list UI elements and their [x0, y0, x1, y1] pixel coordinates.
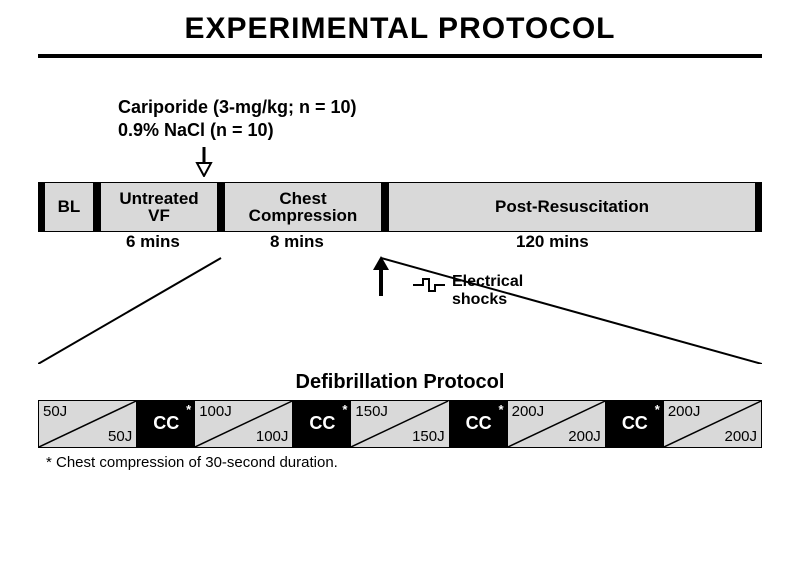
cc-cell: CC *	[293, 401, 351, 447]
shock-bot: 50J	[108, 428, 132, 445]
drug-line-2: 0.9% NaCl (n = 10)	[118, 119, 762, 142]
shock-cell: 150J 150J	[351, 401, 449, 447]
cc-label: CC	[466, 413, 492, 434]
svg-text:shocks: shocks	[452, 291, 507, 308]
cc-label: CC	[309, 413, 335, 434]
drug-arrow	[38, 147, 762, 177]
phase-label: Post-Resuscitation	[495, 198, 649, 215]
phase-label: Compression	[249, 207, 358, 224]
defib-title: Defibrillation Protocol	[38, 371, 762, 394]
duration-vf: 6 mins	[126, 232, 180, 252]
cc-star: *	[186, 402, 191, 417]
duration-cc: 8 mins	[270, 232, 324, 252]
phase-label: VF	[148, 207, 170, 224]
timeline-separator	[756, 182, 762, 232]
shock-top: 100J	[199, 403, 232, 420]
footnote: * Chest compression of 30-second duratio…	[46, 454, 762, 471]
shock-top: 200J	[512, 403, 545, 420]
phase-post-resuscitation: Post-Resuscitation	[388, 182, 756, 232]
cc-label: CC	[622, 413, 648, 434]
phase-bl-label: BL	[58, 198, 81, 215]
cc-label: CC	[153, 413, 179, 434]
cc-star: *	[342, 402, 347, 417]
phase-label: Chest	[279, 190, 326, 207]
shock-cell: 50J 50J	[39, 401, 137, 447]
phase-untreated-vf: Untreated VF	[100, 182, 218, 232]
defib-row: 50J 50J CC * 100J 100J CC * 150J 150J CC…	[38, 400, 762, 448]
drug-line-1: Cariporide (3-mg/kg; n = 10)	[118, 96, 762, 119]
phase-chest-compression: Chest Compression	[224, 182, 382, 232]
zoom-connector: Electrical shocks	[38, 256, 762, 364]
phase-label: Untreated	[119, 190, 198, 207]
title-rule	[38, 54, 762, 58]
shock-bot: 150J	[412, 428, 445, 445]
cc-cell: CC *	[450, 401, 508, 447]
cc-star: *	[499, 402, 504, 417]
cc-cell: CC *	[606, 401, 664, 447]
phase-bl: BL	[44, 182, 94, 232]
page-title: EXPERIMENTAL PROTOCOL	[38, 12, 762, 46]
drug-annotation: Cariporide (3-mg/kg; n = 10) 0.9% NaCl (…	[118, 96, 762, 143]
shock-cell: 200J 200J	[508, 401, 606, 447]
timeline: BL Untreated VF Chest Compression Post-R…	[38, 182, 762, 232]
shock-cell: 200J 200J	[664, 401, 761, 447]
duration-row: 6 mins 8 mins 120 mins	[38, 232, 762, 256]
cc-cell: CC *	[137, 401, 195, 447]
shock-top: 50J	[43, 403, 67, 420]
cc-star: *	[655, 402, 660, 417]
shock-top: 150J	[355, 403, 388, 420]
shock-bot: 200J	[724, 428, 757, 445]
duration-post: 120 mins	[516, 232, 589, 252]
shock-bot: 100J	[256, 428, 289, 445]
shock-top: 200J	[668, 403, 701, 420]
shock-bot: 200J	[568, 428, 601, 445]
shock-cell: 100J 100J	[195, 401, 293, 447]
